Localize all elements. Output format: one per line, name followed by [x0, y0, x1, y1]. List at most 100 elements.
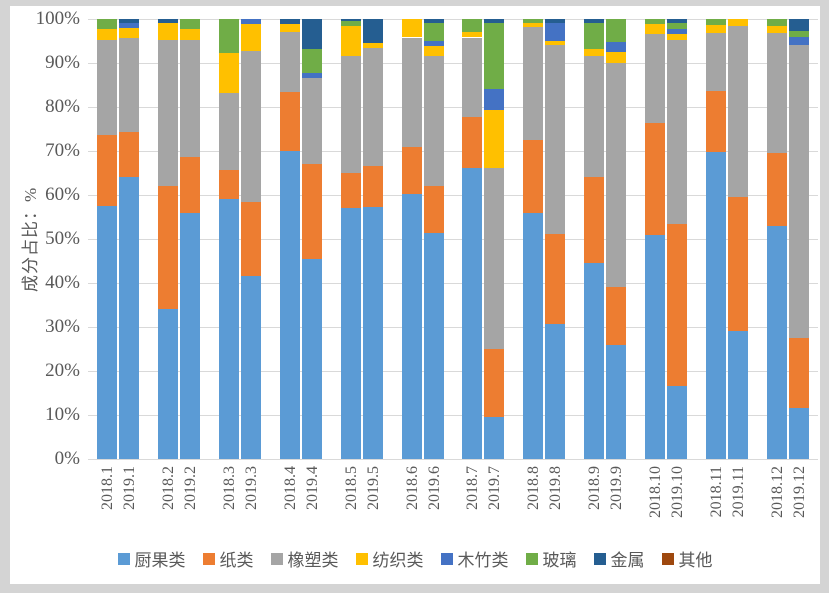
x-axis-label-2019.10: 2019.10 — [669, 466, 686, 518]
y-axis-tick-label-0: 0% — [54, 448, 80, 469]
grid-line-40 — [88, 283, 818, 284]
segment-kitchen-fruit-2018.12 — [767, 225, 787, 459]
x-axis-label-2018.12: 2018.12 — [769, 466, 786, 518]
legend-label-glass: 玻璃 — [542, 551, 577, 570]
segment-glass-2019.6 — [424, 22, 444, 41]
y-axis-tick-label-100: 100% — [35, 8, 80, 29]
segment-textile-2018.9 — [584, 49, 604, 56]
segment-textile-2019.6 — [424, 45, 444, 56]
segment-paper-2019.9 — [606, 287, 626, 345]
segment-metal-2018.5 — [341, 19, 361, 22]
segment-rubber-plastic-2019.8 — [545, 45, 565, 234]
segment-kitchen-fruit-2018.2 — [158, 309, 178, 459]
segment-rubber-plastic-2018.10 — [645, 33, 665, 123]
segment-textile-2018.6 — [402, 19, 422, 38]
segment-glass-2019.4 — [302, 49, 322, 73]
bar-2018.5 — [341, 19, 361, 459]
bar-2019.12 — [789, 19, 809, 459]
segment-kitchen-fruit-2019.4 — [302, 259, 322, 459]
segment-kitchen-fruit-2018.10 — [645, 235, 665, 459]
segment-rubber-plastic-2019.10 — [667, 39, 687, 225]
legend-item-metal: 金属 — [593, 546, 645, 571]
segment-wood-bamboo-2019.10 — [667, 29, 687, 35]
legend-label-kitchen-fruit: 厨果类 — [134, 551, 186, 570]
grid-line-80 — [88, 107, 818, 108]
segment-rubber-plastic-2018.11 — [706, 33, 726, 91]
segment-paper-2019.3 — [241, 201, 261, 277]
segment-rubber-plastic-2019.3 — [241, 50, 261, 202]
segment-kitchen-fruit-2018.8 — [523, 213, 543, 459]
bar-2018.11 — [706, 19, 726, 459]
segment-textile-2019.10 — [667, 34, 687, 40]
stacked-bar-chart: 成分占比：% 0% 10% 20% 30% 40% 50% 60% 70% 80% 90% 100%… — [10, 6, 820, 584]
segment-paper-2018.4 — [280, 91, 300, 152]
bar-2018.6 — [402, 19, 422, 459]
segment-kitchen-fruit-2018.11 — [706, 151, 726, 459]
segment-kitchen-fruit-2018.4 — [280, 151, 300, 459]
segment-paper-2018.11 — [706, 90, 726, 152]
segment-paper-2019.4 — [302, 163, 322, 260]
segment-wood-bamboo-2019.9 — [606, 41, 626, 52]
x-axis-label-2018.11: 2018.11 — [708, 466, 725, 518]
segment-glass-2018.3 — [219, 19, 239, 53]
segment-rubber-plastic-2019.5 — [363, 48, 383, 167]
segment-paper-2018.3 — [219, 169, 239, 200]
segment-kitchen-fruit-2019.11 — [728, 331, 748, 459]
segment-glass-2018.1 — [97, 19, 117, 30]
segment-rubber-plastic-2018.2 — [158, 40, 178, 186]
y-axis-tick-label-70: 70% — [45, 140, 80, 161]
bar-2019.9 — [606, 19, 626, 459]
segment-paper-2018.1 — [97, 134, 117, 206]
x-axis-label-2018.2: 2018.2 — [160, 466, 177, 510]
y-axis-tick-label-10: 10% — [45, 404, 80, 425]
segment-glass-2018.9 — [584, 22, 604, 50]
bar-2019.7 — [484, 19, 504, 459]
segment-paper-2019.11 — [728, 196, 748, 332]
y-axis-tick-label-60: 60% — [45, 184, 80, 205]
segment-kitchen-fruit-2019.6 — [424, 232, 444, 459]
bar-2018.7 — [462, 19, 482, 459]
segment-paper-2019.2 — [180, 156, 200, 213]
segment-textile-2018.2 — [158, 22, 178, 41]
segment-glass-2019.2 — [180, 19, 200, 30]
segment-kitchen-fruit-2018.9 — [584, 263, 604, 459]
grid-line-20 — [88, 371, 818, 372]
segment-paper-2018.7 — [462, 117, 482, 169]
segment-textile-2019.5 — [363, 42, 383, 49]
bar-2019.1 — [119, 19, 139, 459]
segment-metal-2019.7 — [484, 19, 504, 24]
segment-kitchen-fruit-2019.2 — [180, 212, 200, 459]
x-axis-label-2019.7: 2019.7 — [486, 466, 503, 510]
segment-textile-2018.10 — [645, 24, 665, 34]
grid-line-60 — [88, 195, 818, 196]
x-axis-label-2019.11: 2019.11 — [730, 466, 747, 518]
bar-2019.5 — [363, 19, 383, 459]
segment-metal-2019.5 — [363, 19, 383, 43]
legend-swatch-textile — [355, 552, 368, 565]
segment-wood-bamboo-2019.3 — [241, 19, 261, 25]
segment-kitchen-fruit-2018.6 — [402, 194, 422, 459]
grid-line-90 — [88, 63, 818, 64]
bar-2018.8 — [523, 19, 543, 459]
legend-label-rubber-plastic: 橡塑类 — [287, 551, 339, 570]
segment-rubber-plastic-2019.12 — [789, 44, 809, 338]
x-axis-label-2018.7: 2018.7 — [464, 466, 481, 510]
segment-textile-2018.4 — [280, 24, 300, 33]
x-axis-label-2019.4: 2019.4 — [304, 466, 321, 510]
bar-2019.8 — [545, 19, 565, 459]
legend-label-metal: 金属 — [610, 551, 645, 570]
segment-wood-bamboo-2019.6 — [424, 40, 444, 46]
legend-label-other: 其他 — [678, 551, 713, 570]
segment-paper-2018.2 — [158, 185, 178, 310]
segment-kitchen-fruit-2018.5 — [341, 208, 361, 459]
segment-textile-2019.1 — [119, 28, 139, 39]
grid-line-10 — [88, 415, 818, 416]
segment-rubber-plastic-2019.4 — [302, 77, 322, 164]
segment-rubber-plastic-2018.4 — [280, 32, 300, 92]
x-axis-label-2019.6: 2019.6 — [426, 466, 443, 510]
segment-kitchen-fruit-2018.1 — [97, 206, 117, 459]
segment-wood-bamboo-2019.8 — [545, 23, 565, 41]
bar-2018.2 — [158, 19, 178, 459]
segment-textile-2018.3 — [219, 52, 239, 94]
segment-rubber-plastic-2018.7 — [462, 37, 482, 118]
